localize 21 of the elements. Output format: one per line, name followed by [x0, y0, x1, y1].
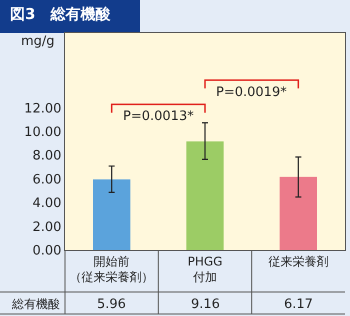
bar — [186, 141, 224, 250]
y-tick-label: 0.00 — [32, 244, 62, 259]
y-tick-label: 2.00 — [32, 220, 62, 235]
text: 総有機酸 — [11, 297, 60, 311]
data-label: 9.16 — [191, 297, 220, 312]
y-tick-label: 6.00 — [32, 172, 62, 188]
x-tick-label: 開始前（従来栄養剤） — [70, 254, 154, 284]
y-tick-label: 10.00 — [24, 124, 62, 140]
x-tick-label: PHGG付加 — [188, 254, 222, 284]
y-tick-label: 4.00 — [32, 196, 62, 212]
bar — [280, 176, 317, 250]
chart-title: 図3 総有機酸 — [10, 5, 112, 23]
y-axis-title: mg/g — [21, 34, 55, 49]
annotation: P=0.0019* — [216, 85, 288, 100]
x-tick-label: 従来栄養剤 — [268, 254, 328, 268]
data-label: 6.17 — [284, 297, 313, 312]
data-label: 5.96 — [97, 297, 126, 312]
annotation: P=0.0013* — [123, 109, 194, 124]
bar — [93, 179, 130, 250]
y-tick-label: 12.00 — [24, 101, 62, 116]
y-tick-label: 8.00 — [32, 148, 62, 164]
